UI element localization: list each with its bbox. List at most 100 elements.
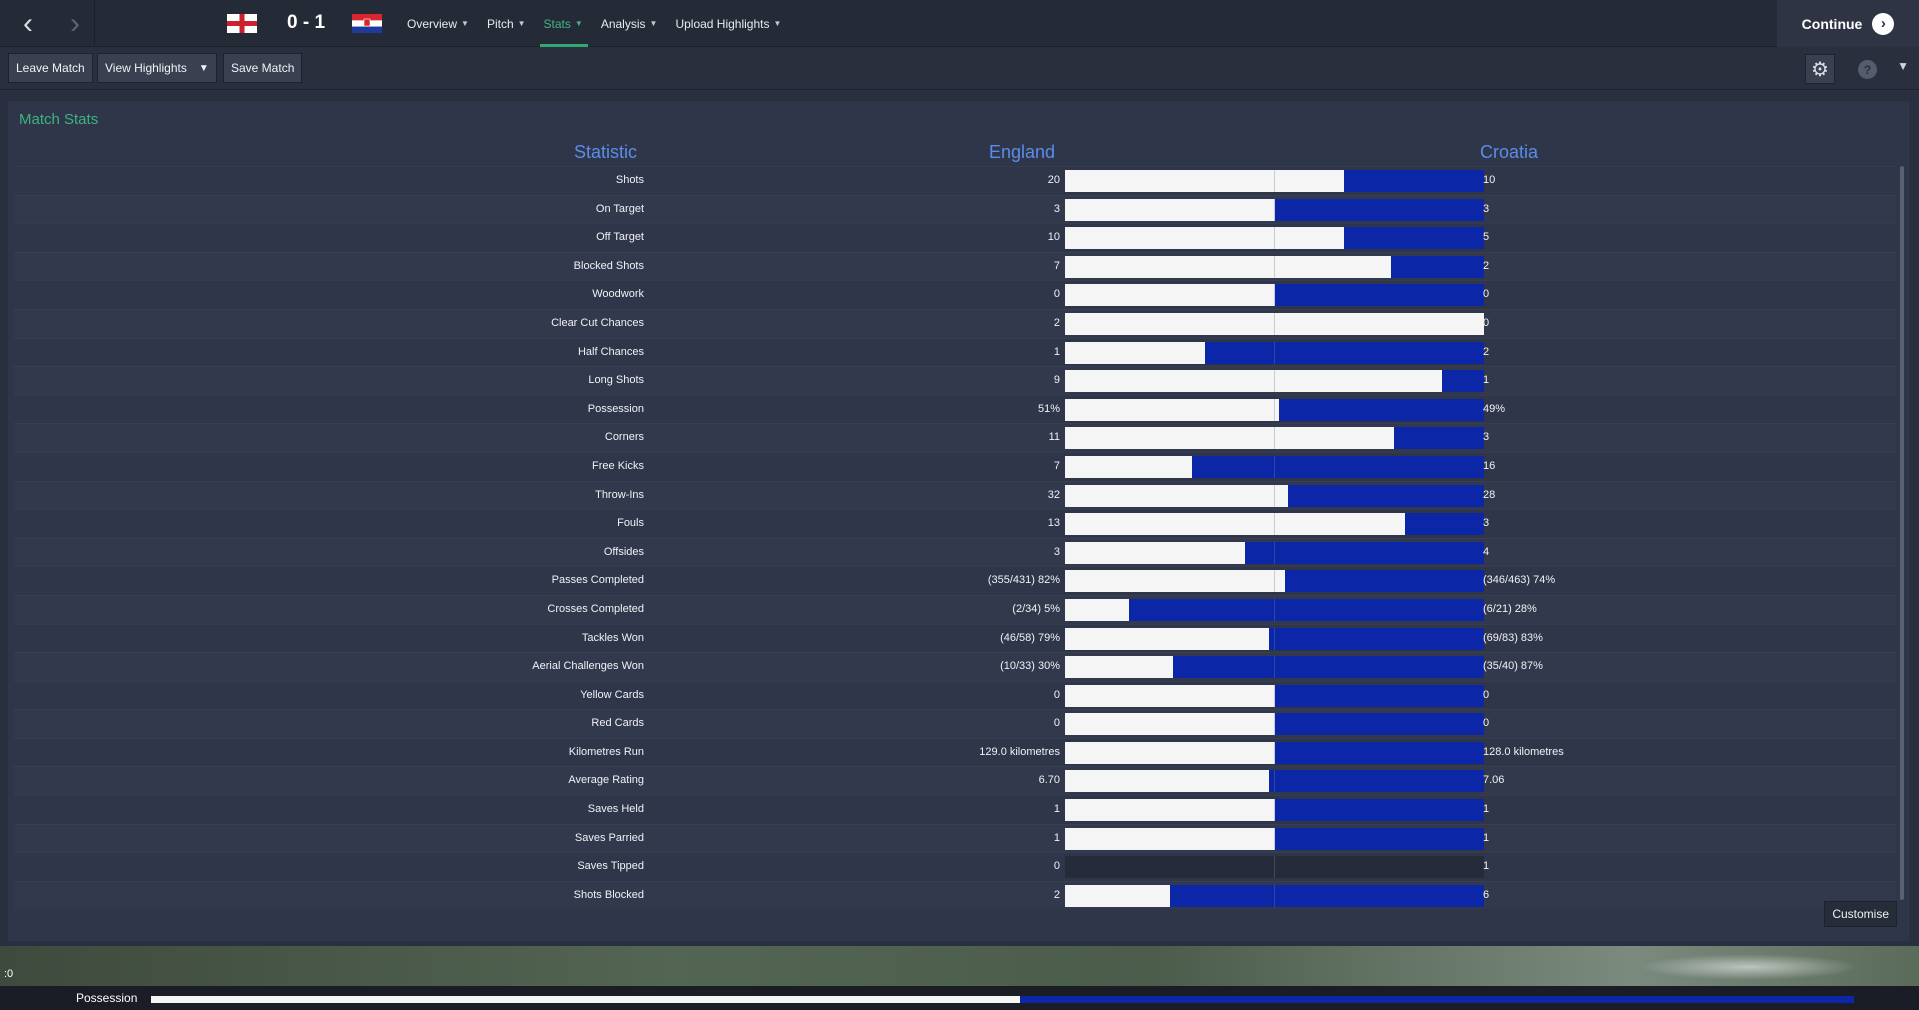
comparison-bar [1065, 255, 1484, 278]
home-bar-fill [1065, 312, 1484, 335]
customise-button[interactable]: Customise [1824, 901, 1897, 927]
home-bar-fill [1065, 170, 1345, 192]
away-bar-fill [1269, 627, 1484, 650]
continue-button[interactable]: Continue › [1777, 0, 1919, 47]
home-value: 0 [1053, 688, 1060, 701]
comparison-bar [1065, 741, 1484, 764]
stat-label: Shots [615, 174, 644, 186]
home-value: 6.70 [1038, 774, 1060, 787]
away-value: 2 [1483, 345, 1490, 358]
gear-icon[interactable]: ⚙ [1805, 54, 1835, 84]
away-bar-fill [1288, 484, 1484, 507]
bar-midline [1274, 541, 1275, 564]
menu-overview[interactable]: Overview ▼ [407, 16, 469, 31]
away-team-column-header: Croatia [1480, 142, 1539, 162]
home-value: 1 [1053, 345, 1060, 358]
menu-upload-highlights[interactable]: Upload Highlights ▼ [675, 16, 782, 31]
comparison-bar [1065, 427, 1484, 450]
menu-pitch[interactable]: Pitch ▼ [486, 16, 526, 31]
bar-midline [1274, 656, 1275, 679]
menu-analysis[interactable]: Analysis ▼ [600, 16, 658, 31]
stat-row: Average Rating 6.70 7.06 [14, 766, 1896, 795]
stat-row: Half Chances 1 2 [14, 338, 1896, 367]
away-value: 4 [1483, 545, 1490, 558]
home-value: 20 [1047, 174, 1060, 186]
comparison-bar [1065, 799, 1484, 822]
away-value: 1 [1483, 374, 1490, 387]
stat-label: Clear Cut Chances [551, 316, 644, 329]
home-value: 2 [1053, 888, 1060, 901]
stat-label: Free Kicks [592, 459, 644, 472]
away-bar-fill [1390, 255, 1484, 278]
stat-row: Kilometres Run 129.0 kilometres 128.0 kilo… [14, 738, 1896, 767]
away-value: 0 [1483, 288, 1490, 301]
away-value: 3 [1483, 202, 1490, 215]
bar-midline [1274, 770, 1275, 793]
scrollbar[interactable] [1900, 166, 1904, 900]
bar-midline [1274, 513, 1275, 536]
home-value: 0 [1053, 860, 1060, 873]
stat-row: On Target 3 3 [14, 195, 1896, 224]
croatia-flag-icon [352, 14, 382, 33]
stat-label: Fouls [617, 517, 644, 530]
away-value: 0 [1483, 717, 1490, 730]
away-bar-fill [1274, 799, 1484, 822]
forward-arrow-icon[interactable]: › [70, 6, 80, 40]
home-value: 0 [1053, 288, 1060, 301]
bar-midline [1274, 598, 1275, 621]
chevron-down-icon[interactable]: ▼ [1897, 59, 1909, 73]
away-value: (346/463) 74% [1483, 574, 1556, 587]
bar-midline [1274, 341, 1275, 364]
away-bar-fill [1192, 455, 1484, 478]
home-bar-fill [1065, 570, 1286, 593]
away-bar-fill [1442, 370, 1484, 393]
away-value: (69/83) 83% [1483, 631, 1543, 644]
home-bar-fill [1065, 284, 1275, 307]
bar-midline [1274, 627, 1275, 650]
view-highlights-button[interactable]: View Highlights ▼ [97, 53, 217, 83]
home-bar-fill [1065, 484, 1289, 507]
possession-bar [151, 996, 1854, 1003]
home-bar-fill [1065, 370, 1443, 393]
home-value: 3 [1053, 202, 1060, 215]
stat-row: Offsides 3 4 [14, 538, 1896, 567]
save-match-button[interactable]: Save Match [223, 53, 303, 83]
stat-label: On Target [595, 202, 644, 215]
away-value: 3 [1483, 517, 1490, 530]
home-bar-fill [1065, 398, 1279, 421]
comparison-bar [1065, 770, 1484, 793]
away-value: 7.06 [1483, 774, 1505, 787]
help-icon[interactable]: ? [1858, 60, 1877, 79]
home-bar-fill [1065, 827, 1275, 850]
stat-label: Blocked Shots [573, 259, 644, 272]
home-value: 51% [1037, 402, 1060, 415]
bar-midline [1274, 170, 1275, 192]
top-bar: ‹ › 0 - 1 Overview ▼ Pitch ▼ Stats ▼ Analys… [0, 0, 1919, 47]
stat-label: Tackles Won [581, 631, 644, 644]
stat-row: Woodwork 0 0 [14, 280, 1896, 309]
comparison-bar [1065, 341, 1484, 364]
stat-label: Throw-Ins [595, 488, 644, 501]
away-bar-fill [1204, 341, 1484, 364]
menu-stats[interactable]: Stats ▼ [539, 0, 592, 47]
home-value: 0 [1053, 717, 1060, 730]
home-bar-fill [1065, 255, 1391, 278]
away-value: 28 [1483, 488, 1496, 501]
stat-row: Possession 51% 49% [14, 395, 1896, 424]
comparison-bar [1065, 856, 1484, 879]
stat-label: Long Shots [588, 374, 644, 387]
stat-row: Clear Cut Chances 2 0 [14, 309, 1896, 338]
bar-midline [1274, 427, 1275, 450]
leave-match-button[interactable]: Leave Match [8, 53, 93, 83]
home-bar-fill [1065, 656, 1173, 679]
comparison-bar [1065, 513, 1484, 536]
england-flag-icon [227, 14, 257, 33]
back-arrow-icon[interactable]: ‹ [23, 6, 33, 40]
comparison-bar [1065, 684, 1484, 707]
stat-label: Corners [604, 431, 644, 444]
stat-label: Woodwork [592, 288, 644, 301]
stat-row: Corners 11 3 [14, 423, 1896, 452]
chevron-down-icon: ▼ [517, 19, 526, 28]
home-bar-fill [1065, 799, 1275, 822]
comparison-bar [1065, 198, 1484, 221]
